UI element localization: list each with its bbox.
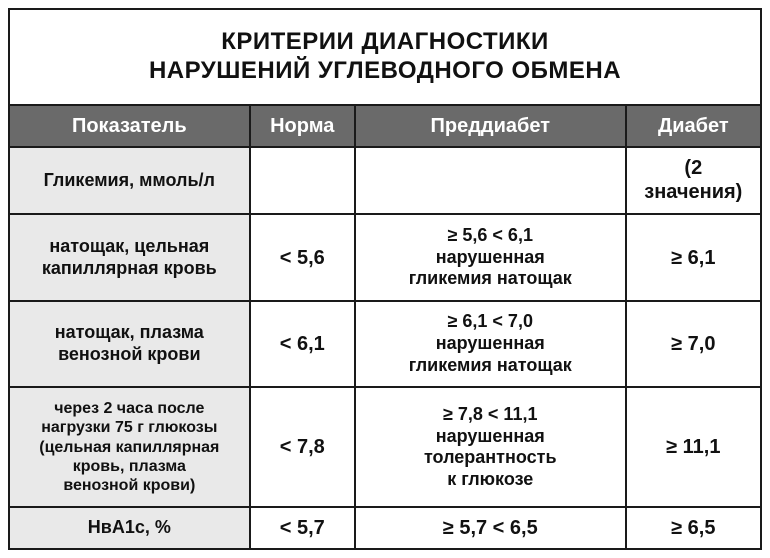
row-indicator: Гликемия, ммоль/л	[9, 147, 250, 215]
table-title: КРИТЕРИИ ДИАГНОСТИКИ НАРУШЕНИЙ УГЛЕВОДНО…	[9, 9, 761, 105]
row-pre: ≥ 7,8 < 11,1нарушеннаятолерантностьк глю…	[355, 387, 626, 507]
title-row: КРИТЕРИИ ДИАГНОСТИКИ НАРУШЕНИЙ УГЛЕВОДНО…	[9, 9, 761, 105]
row-pre: ≥ 6,1 < 7,0нарушеннаягликемия натощак	[355, 301, 626, 387]
row-indicator: натощак, плазмавенозной крови	[9, 301, 250, 387]
row-dia: ≥ 6,1	[626, 214, 761, 300]
table-row: через 2 часа посленагрузки 75 г глюкозы(…	[9, 387, 761, 507]
header-row: Показатель Норма Преддиабет Диабет	[9, 105, 761, 147]
row-norm: < 6,1	[250, 301, 355, 387]
row-indicator: натощак, цельнаякапиллярная кровь	[9, 214, 250, 300]
table-row: натощак, цельнаякапиллярная кровь < 5,6 …	[9, 214, 761, 300]
table-row: HвA1c, % < 5,7 ≥ 5,7 < 6,5 ≥ 6,5	[9, 507, 761, 549]
col-norm: Норма	[250, 105, 355, 147]
row-norm: < 5,6	[250, 214, 355, 300]
col-indicator: Показатель	[9, 105, 250, 147]
table-row: натощак, плазмавенозной крови < 6,1 ≥ 6,…	[9, 301, 761, 387]
table-row: Гликемия, ммоль/л (2 значения)	[9, 147, 761, 215]
col-prediabetes: Преддиабет	[355, 105, 626, 147]
row-norm	[250, 147, 355, 215]
col-diabetes: Диабет	[626, 105, 761, 147]
row-indicator: через 2 часа посленагрузки 75 г глюкозы(…	[9, 387, 250, 507]
title-line-2: НАРУШЕНИЙ УГЛЕВОДНОГО ОБМЕНА	[149, 57, 621, 84]
diagnostic-criteria-table: КРИТЕРИИ ДИАГНОСТИКИ НАРУШЕНИЙ УГЛЕВОДНО…	[8, 8, 762, 550]
row-dia: ≥ 6,5	[626, 507, 761, 549]
row-pre: ≥ 5,7 < 6,5	[355, 507, 626, 549]
row-pre: ≥ 5,6 < 6,1нарушеннаягликемия натощак	[355, 214, 626, 300]
row-norm: < 5,7	[250, 507, 355, 549]
row-dia: ≥ 7,0	[626, 301, 761, 387]
title-line-1: КРИТЕРИИ ДИАГНОСТИКИ	[221, 28, 549, 55]
row-indicator: HвA1c, %	[9, 507, 250, 549]
row-pre	[355, 147, 626, 215]
row-dia: (2 значения)	[626, 147, 761, 215]
row-norm: < 7,8	[250, 387, 355, 507]
row-dia: ≥ 11,1	[626, 387, 761, 507]
